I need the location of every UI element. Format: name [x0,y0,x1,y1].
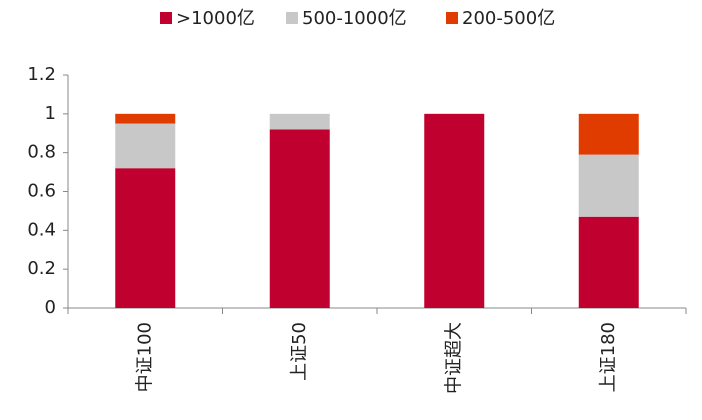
legend-label: 200-500亿 [462,8,555,29]
legend-swatch [446,12,458,24]
x-tick-label: 上证50 [289,322,310,381]
y-tick-label: 0.6 [27,181,56,202]
bar-segment [269,113,330,130]
y-tick-label: 1 [45,103,56,124]
y-tick-label: 0.2 [27,258,56,279]
x-tick-label: 上证180 [598,322,619,392]
bar-segment [115,168,176,308]
bar-segment [115,123,176,169]
bar-segment [115,113,176,124]
legend-swatch [286,12,298,24]
bar-segment [578,216,639,308]
y-tick-label: 0 [45,297,56,318]
bar-segment [578,113,639,155]
x-tick-label: 中证超大 [443,322,464,394]
legend-label: 500-1000亿 [302,8,407,29]
bar-segment [578,154,639,217]
legend-swatch [160,12,172,24]
legend-label: >1000亿 [176,8,255,29]
y-tick-label: 0.8 [27,142,56,163]
bar-segment [424,113,485,308]
bar-segment [269,129,330,308]
x-tick-label: 中证100 [134,322,155,392]
y-tick-label: 0.4 [27,219,56,240]
y-tick-label: 1.2 [27,64,56,85]
